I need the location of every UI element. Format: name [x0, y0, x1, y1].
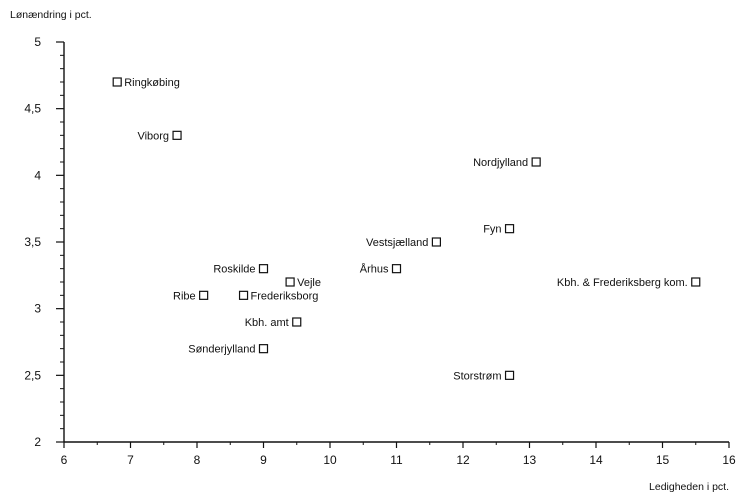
x-tick-label: 11: [390, 453, 403, 467]
x-tick-label: 10: [323, 453, 337, 467]
scatter-point: [238, 290, 249, 300]
scatter-point: [258, 344, 269, 354]
point-label: Storstrøm: [453, 370, 501, 382]
scatter-point: [431, 237, 441, 247]
x-tick-label: 6: [61, 453, 68, 467]
x-axis-title: Ledigheden i pct.: [649, 481, 729, 493]
y-tick-label: 2: [34, 435, 41, 449]
point-label: Nordjylland: [473, 157, 528, 169]
x-tick-label: 16: [722, 453, 736, 467]
y-axis-title: Lønændring i pct.: [10, 9, 92, 21]
x-tick-label: 15: [656, 453, 670, 467]
scatter-point: [504, 224, 515, 234]
axis-titles: Lønændring i pct. Ledigheden i pct.: [10, 9, 729, 493]
point-label: Århus: [360, 263, 389, 276]
scatter-point: [112, 77, 122, 87]
y-tick-label: 3,5: [24, 235, 41, 249]
x-tick-label: 12: [456, 453, 470, 467]
scatter-point: [285, 277, 295, 287]
scatter-point: [199, 290, 209, 300]
point-label: Kbh. amt: [245, 317, 289, 329]
y-tick-label: 2,5: [24, 368, 41, 382]
point-label: Roskilde: [213, 264, 255, 276]
y-tick-label: 5: [34, 35, 41, 49]
point-label: Fyn: [483, 224, 501, 236]
point-label: Kbh. & Frederiksberg kom.: [557, 277, 688, 289]
point-label: Viborg: [137, 130, 169, 142]
scatter-point: [172, 130, 182, 140]
y-tick-label: 4,5: [24, 102, 41, 116]
point-label: Sønderjylland: [188, 344, 255, 356]
point-label: Ringkøbing: [124, 77, 180, 89]
scatter-point: [258, 264, 269, 274]
scatter-point: [691, 277, 701, 287]
x-tick-label: 13: [523, 453, 537, 467]
point-label: Vejle: [297, 277, 321, 289]
scatter-point: [391, 264, 402, 274]
point-label: Frederiksborg: [251, 290, 319, 302]
x-tick-label: 9: [260, 453, 267, 467]
x-tick-label: 7: [127, 453, 134, 467]
scatter-point: [504, 370, 515, 380]
point-label: Vestsjælland: [366, 237, 428, 249]
scatter-point: [531, 157, 541, 167]
y-tick-label: 4: [34, 168, 41, 182]
ticks: 6 7 8 9 10 11 12 13 14 15 16 2 2,5 3 3,5 4 4,5 5: [24, 35, 736, 467]
x-tick-label: 14: [589, 453, 603, 467]
scatter-point: [292, 317, 302, 327]
point-label: Ribe: [173, 290, 196, 302]
y-tick-label: 3: [34, 302, 41, 316]
point-labels: Ringkøbing Viborg Nordjylland Fyn Vestsjælla…: [124, 77, 688, 382]
points: [112, 77, 701, 380]
x-tick-label: 8: [194, 453, 201, 467]
